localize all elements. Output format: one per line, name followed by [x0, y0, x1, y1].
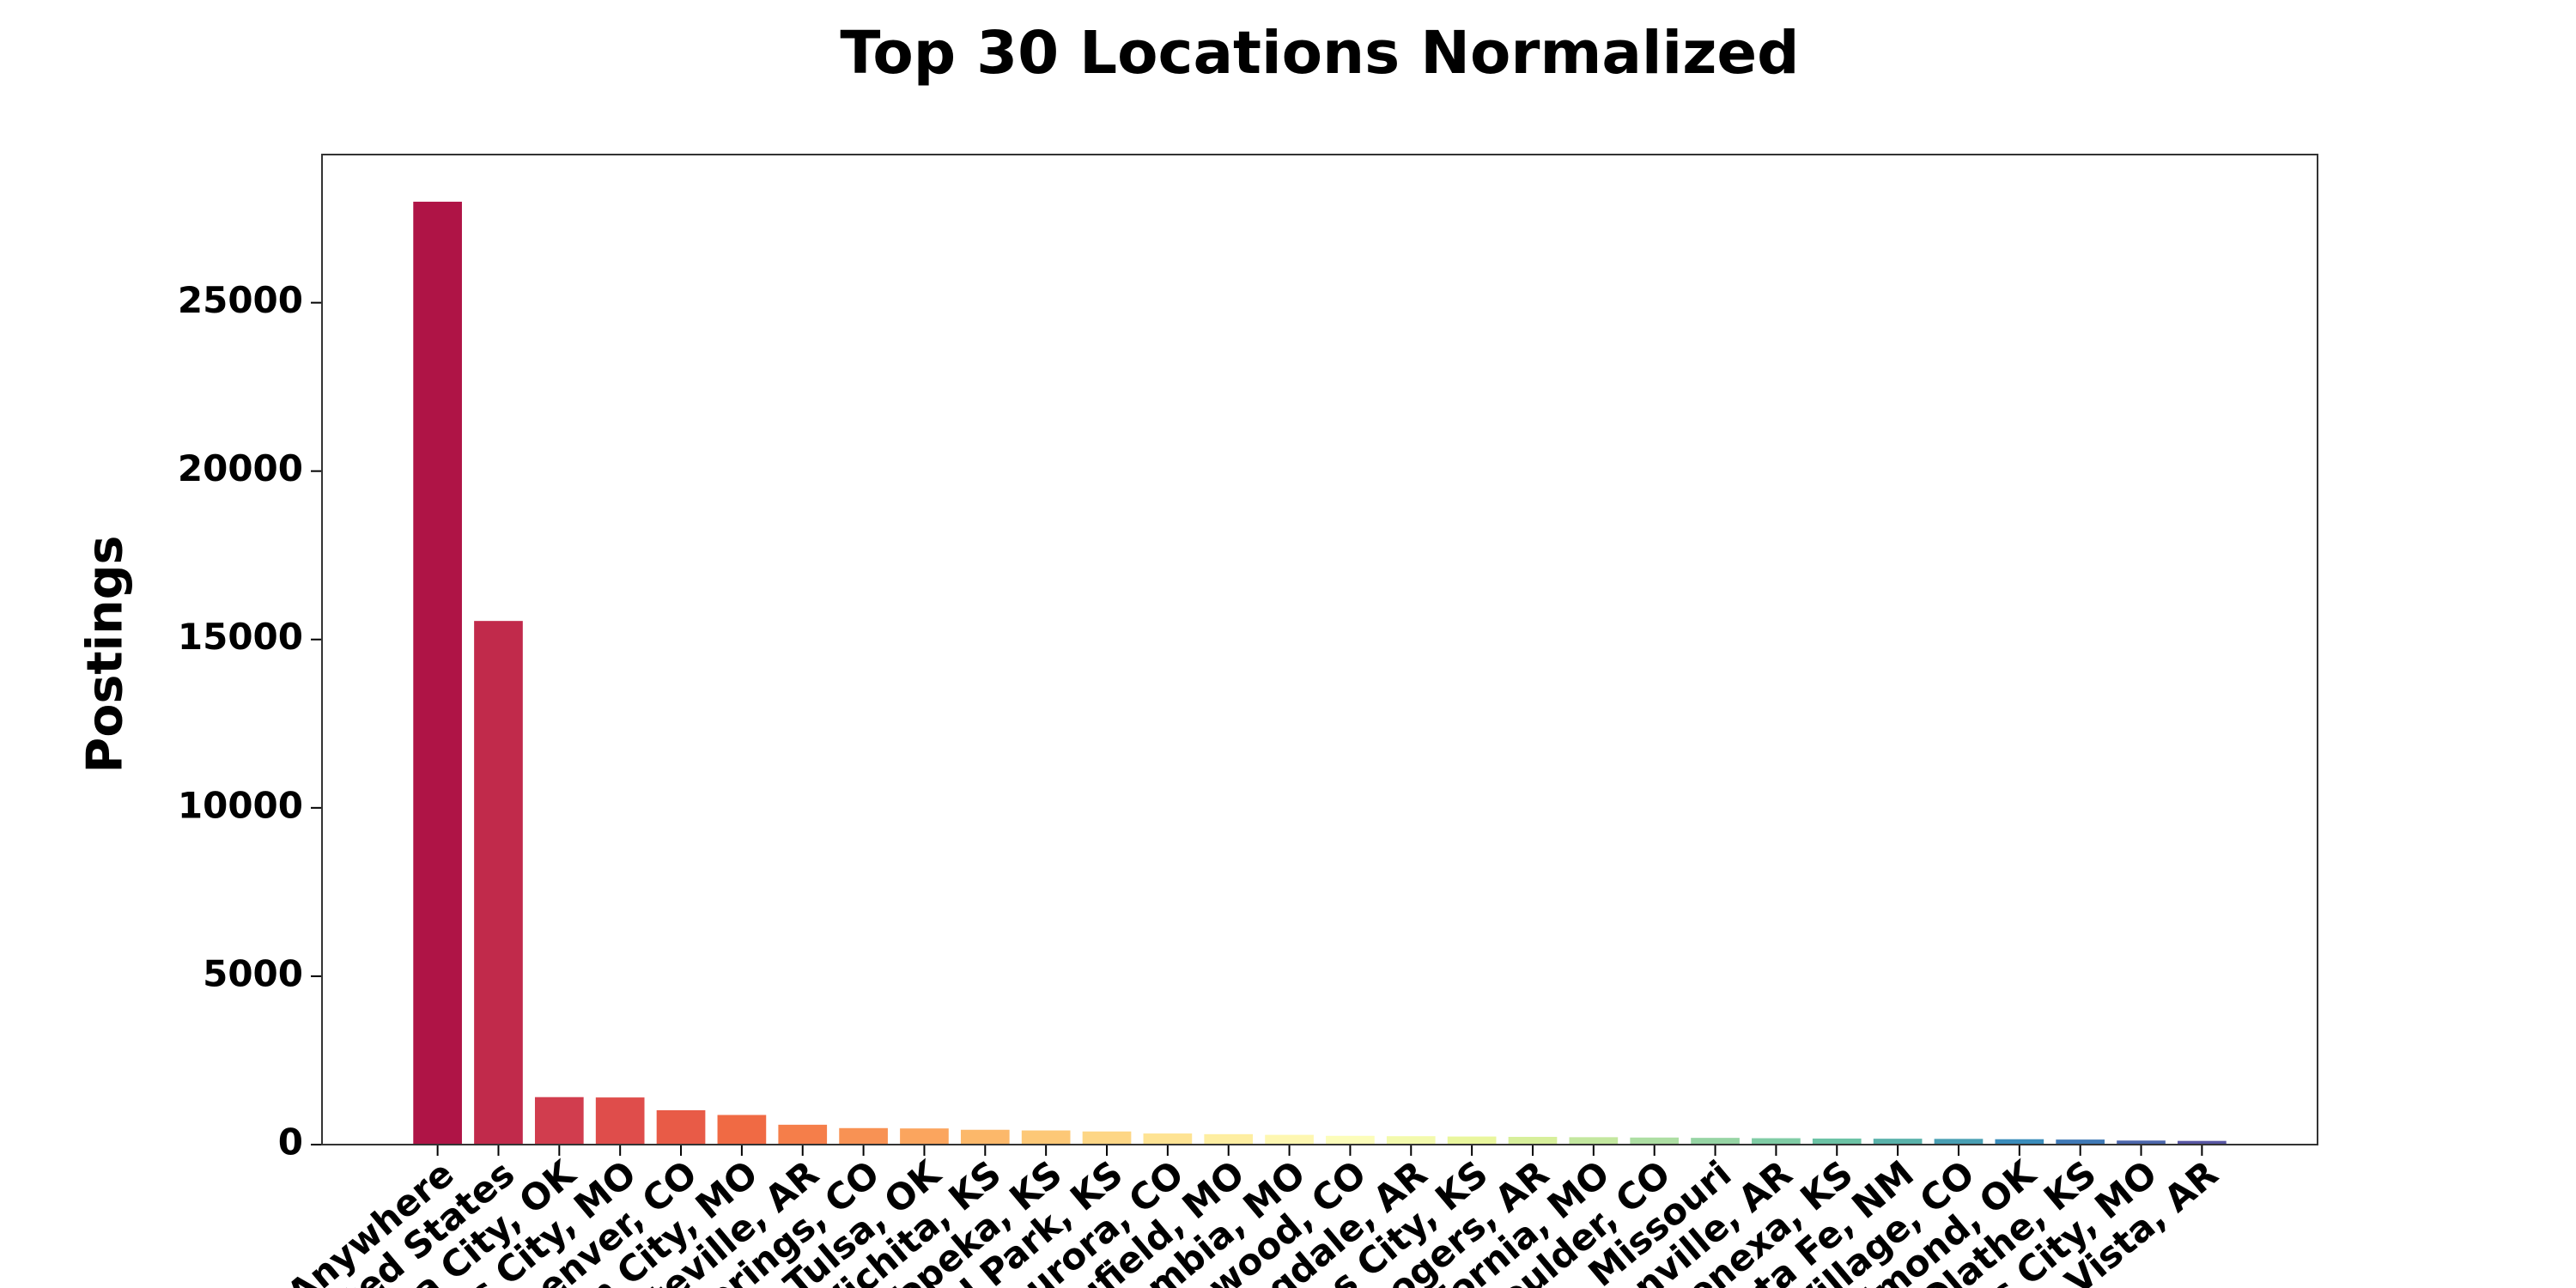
bar: [1691, 1138, 1740, 1145]
y-axis-label: Postings: [77, 536, 134, 774]
y-tick-label: 25000: [178, 279, 303, 321]
plot-frame: [321, 154, 2318, 1145]
bar: [1812, 1138, 1862, 1145]
y-tick-label: 5000: [203, 952, 303, 994]
bar: [1447, 1136, 1497, 1145]
bar: [960, 1129, 1010, 1145]
y-tick-label: 15000: [178, 616, 303, 658]
bar: [1569, 1137, 1619, 1145]
bar: [1265, 1134, 1314, 1145]
y-tick-label: 0: [278, 1121, 303, 1163]
bar: [839, 1127, 888, 1145]
bar: [413, 201, 462, 1145]
bar: [1934, 1139, 1984, 1145]
bar: [656, 1109, 706, 1145]
bar: [1143, 1133, 1193, 1145]
bar: [1995, 1139, 2044, 1145]
y-tick-label: 10000: [178, 784, 303, 826]
bar: [778, 1124, 828, 1145]
chart-title: Top 30 Locations Normalized: [840, 19, 1799, 88]
bar: [1082, 1131, 1132, 1145]
bar: [1021, 1130, 1071, 1145]
bar: [1386, 1136, 1436, 1145]
bar: [595, 1097, 645, 1145]
bar: [717, 1115, 767, 1145]
bar: [2178, 1140, 2227, 1145]
bar: [1508, 1136, 1558, 1145]
bar: [1630, 1137, 1680, 1145]
bar: [1873, 1139, 1923, 1145]
bar: [534, 1097, 584, 1145]
bar: [474, 621, 523, 1145]
y-tick-label: 20000: [178, 447, 303, 489]
bar: [2117, 1140, 2166, 1145]
bar: [1326, 1135, 1375, 1145]
bar: [900, 1128, 949, 1145]
bar: [1752, 1138, 1801, 1145]
bar: [1204, 1133, 1254, 1145]
bar: [2056, 1139, 2105, 1145]
